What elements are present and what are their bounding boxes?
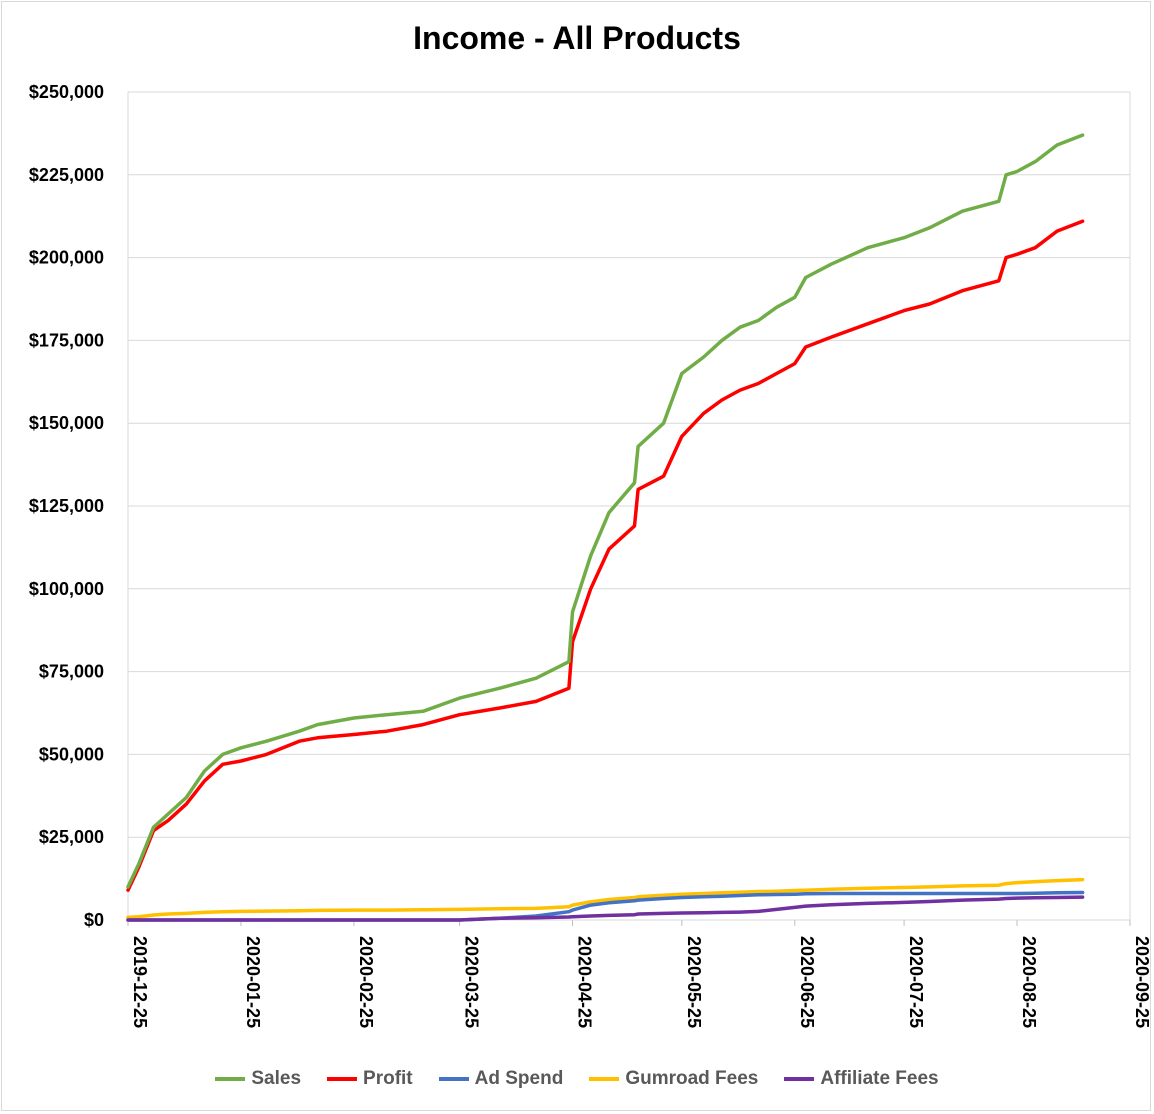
y-tick-label: $0	[84, 910, 104, 930]
x-tick-label: 2020-01-25	[243, 936, 263, 1028]
y-tick-label: $200,000	[29, 248, 104, 268]
y-tick-label: $125,000	[29, 496, 104, 516]
y-tick-label: $175,000	[29, 330, 104, 350]
chart-legend: Sales Profit Ad Spend Gumroad Fees Affiliate…	[0, 1068, 1154, 1090]
legend-label: Affiliate Fees	[820, 1068, 939, 1089]
x-tick-label: 2019-12-25	[130, 936, 150, 1028]
series-line-profit	[126, 219, 1085, 892]
x-tick-label: 2020-02-25	[356, 936, 376, 1028]
legend-swatch	[784, 1077, 815, 1081]
legend-item: Sales	[215, 1068, 301, 1090]
legend-item: Profit	[327, 1068, 413, 1090]
x-tick-label: 2020-09-25	[1132, 936, 1152, 1028]
y-tick-label: $250,000	[29, 82, 104, 102]
chart-title: Income - All Products	[413, 20, 741, 56]
x-tick-label: 2020-08-25	[1019, 936, 1039, 1028]
y-tick-label: $25,000	[39, 827, 104, 847]
legend-swatch	[327, 1077, 358, 1081]
series-line-affiliate-fees	[126, 895, 1085, 922]
series-line-gumroad-fees	[126, 877, 1085, 920]
x-tick-label: 2020-05-25	[684, 936, 704, 1028]
x-tick-label: 2020-03-25	[462, 936, 482, 1028]
plot-border	[127, 91, 1131, 921]
legend-swatch	[215, 1077, 246, 1081]
legend-item: Ad Spend	[438, 1068, 564, 1090]
legend-item: Gumroad Fees	[589, 1068, 758, 1090]
legend-swatch	[438, 1077, 469, 1081]
legend-label: Ad Spend	[474, 1068, 564, 1089]
x-tick-label: 2020-07-25	[906, 936, 926, 1028]
y-tick-label: $50,000	[39, 744, 104, 764]
legend-swatch	[589, 1077, 620, 1081]
series-line-sales	[126, 133, 1085, 889]
legend-label: Profit	[363, 1068, 413, 1089]
y-tick-label: $225,000	[29, 165, 104, 185]
legend-label: Sales	[251, 1068, 302, 1089]
legend-item: Affiliate Fees	[784, 1068, 939, 1090]
y-tick-label: $100,000	[29, 579, 104, 599]
x-tick-label: 2020-04-25	[575, 936, 595, 1028]
legend-label: Gumroad Fees	[625, 1068, 759, 1089]
y-tick-label: $150,000	[29, 413, 104, 433]
y-tick-label: $75,000	[39, 662, 104, 682]
x-tick-label: 2020-06-25	[797, 936, 817, 1028]
